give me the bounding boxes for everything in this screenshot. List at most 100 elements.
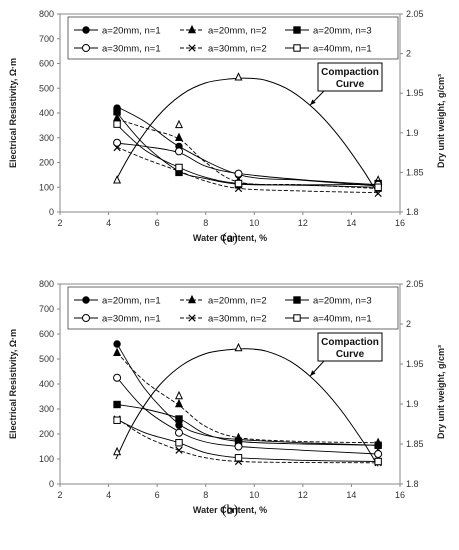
x-tick-label: 10	[249, 490, 259, 500]
x-tick-label: 16	[395, 218, 405, 228]
y2-tick-label: 1.9	[406, 399, 419, 409]
series-point-3	[113, 400, 121, 409]
y2-tick-label: 1.95	[406, 359, 424, 369]
series-line-6	[116, 124, 379, 188]
series-line-4	[117, 142, 379, 186]
series-point-4	[113, 373, 122, 382]
legend-label-3: a=20mm, n=3	[313, 26, 372, 37]
series-point-6	[113, 120, 121, 128]
series-point-5	[374, 189, 382, 198]
annotation-arrowhead	[310, 99, 316, 106]
series-point-2	[113, 347, 122, 356]
legend-marker-5	[188, 44, 196, 52]
compaction-point	[234, 342, 243, 352]
y-tick-label: 0	[49, 207, 54, 217]
series-line-3	[117, 404, 379, 446]
x-tick-label: 14	[346, 490, 356, 500]
y2-axis-label: Dry unit weight, g/cm³	[436, 74, 446, 168]
annotation-text-line2: Curve	[336, 349, 365, 360]
annotation-text-line2: Curve	[336, 79, 365, 90]
x-tick-label: 6	[155, 218, 160, 228]
y2-tick-label: 1.95	[406, 88, 424, 98]
series-point-6	[175, 163, 183, 172]
y-tick-label: 200	[39, 429, 54, 439]
compaction-point	[113, 175, 122, 184]
series-point-6	[113, 416, 121, 424]
y-tick-label: 100	[39, 182, 54, 192]
annotation-box	[317, 62, 383, 92]
legend-label-2: a=20mm, n=2	[208, 26, 267, 37]
chart-panel-a: 2 4 6 8 10 12 14 16 0 100 200 300 400 500 600 700 800 1.8…	[8, 9, 446, 246]
y-tick-label: 200	[39, 158, 54, 168]
series-point-3	[175, 415, 183, 423]
series-point-4	[175, 147, 183, 156]
series-line-5	[116, 418, 379, 464]
series-line-1	[116, 106, 379, 187]
annotation-text-line1: Compaction	[321, 67, 379, 78]
y-tick-label: 100	[39, 454, 54, 464]
legend-label-1: a=20mm, n=1	[102, 296, 161, 307]
legend-marker-4	[82, 44, 90, 52]
series-point-1	[175, 421, 183, 429]
series-point-4	[175, 428, 183, 437]
legend-marker-1	[82, 296, 90, 304]
legend-label-5: a=30mm, n=2	[208, 314, 267, 325]
series-point-3	[113, 108, 121, 116]
y-tick-label: 500	[39, 354, 54, 364]
y2-tick-label: 1.8	[406, 207, 419, 217]
compaction-point	[175, 390, 183, 400]
series-point-3	[374, 441, 382, 449]
x-tick-label: 14	[346, 218, 356, 228]
legend-marker-1	[82, 26, 90, 34]
legend-label-4: a=30mm, n=1	[102, 314, 161, 325]
series-line-5	[116, 146, 379, 194]
compaction-point	[113, 446, 122, 456]
x-axis-label: Water Content, %	[193, 233, 267, 243]
y-axis-label: Electrical Resistivity, Ω·m	[8, 58, 18, 168]
y-tick-label: 800	[39, 279, 54, 289]
y2-tick-label: 1.85	[406, 167, 424, 177]
annotation-arrowhead	[310, 370, 316, 376]
y2-tick-label: 2.05	[406, 279, 424, 289]
y-tick-label: 700	[39, 304, 54, 314]
legend-label-1: a=20mm, n=1	[102, 26, 161, 37]
y-tick-label: 400	[39, 108, 54, 118]
y2-tick-label: 1.85	[406, 439, 424, 449]
series-line-6	[116, 419, 379, 462]
series-line-1	[116, 343, 379, 446]
x-tick-label: 4	[106, 490, 111, 500]
legend-label-3: a=20mm, n=3	[313, 296, 372, 307]
y2-tick-label: 1.9	[406, 128, 419, 138]
x-tick-label: 4	[106, 218, 111, 228]
y-axis-label: Electrical Resistivity, Ω·m	[8, 329, 18, 439]
series-point-4	[374, 450, 383, 458]
y-tick-label: 700	[39, 34, 54, 44]
x-axis-label: Water Content, %	[193, 505, 267, 515]
legend-label-6: a=40mm, n=1	[313, 314, 372, 325]
series-point-6	[374, 183, 382, 191]
y-tick-label: 600	[39, 329, 54, 339]
annotation-box	[317, 332, 383, 362]
panel-label: (b)	[222, 503, 239, 518]
series-point-2	[175, 398, 183, 408]
series-point-6	[374, 457, 382, 466]
legend-marker-3	[293, 296, 301, 304]
x-tick-label: 6	[155, 490, 160, 500]
series-line-2	[116, 352, 379, 444]
legend-marker-6	[293, 314, 301, 322]
series-point-4	[113, 138, 122, 147]
legend-label-4: a=30mm, n=1	[102, 44, 161, 55]
legend-marker-5	[188, 314, 196, 322]
legend-marker-2	[188, 294, 196, 304]
legend-box	[67, 286, 399, 330]
y-tick-label: 0	[49, 479, 54, 489]
x-tick-label: 12	[298, 490, 308, 500]
series-point-4	[234, 169, 243, 178]
compaction-curve-line	[115, 348, 379, 467]
series-point-5	[175, 446, 183, 454]
x-tick-label: 2	[57, 218, 62, 228]
series-line-4	[116, 377, 379, 455]
x-tick-label: 2	[57, 490, 62, 500]
y-tick-label: 300	[39, 133, 54, 143]
